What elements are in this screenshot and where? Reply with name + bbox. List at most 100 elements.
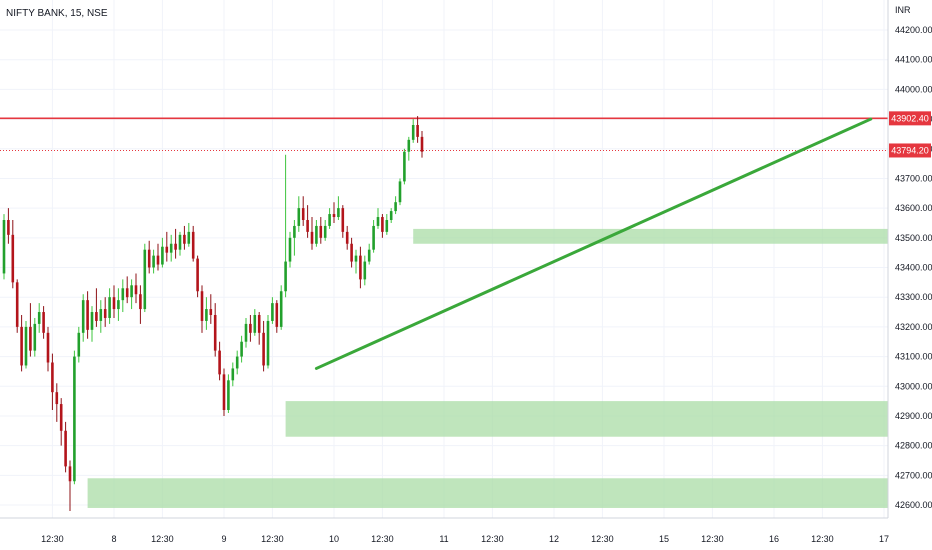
candle[interactable] xyxy=(249,315,252,342)
candle[interactable] xyxy=(77,326,81,363)
candle[interactable] xyxy=(389,208,393,223)
candle[interactable] xyxy=(359,246,362,289)
candle[interactable] xyxy=(279,285,283,330)
candle[interactable] xyxy=(240,335,243,363)
candle[interactable] xyxy=(152,249,155,274)
candle[interactable] xyxy=(293,220,296,256)
candle[interactable] xyxy=(266,315,270,369)
candle[interactable] xyxy=(367,243,371,265)
candle[interactable] xyxy=(165,231,169,262)
candle[interactable] xyxy=(284,154,287,298)
candle[interactable] xyxy=(42,306,45,339)
candle[interactable] xyxy=(381,214,384,238)
candle[interactable] xyxy=(156,243,160,271)
candle[interactable] xyxy=(64,421,67,473)
candle[interactable] xyxy=(354,249,358,274)
candle[interactable] xyxy=(187,222,191,247)
candle[interactable] xyxy=(323,220,327,241)
candle[interactable] xyxy=(376,208,380,229)
candle[interactable] xyxy=(416,116,419,143)
candle[interactable] xyxy=(139,285,142,324)
candle[interactable] xyxy=(341,205,345,238)
candle[interactable] xyxy=(200,285,204,333)
candle[interactable] xyxy=(218,341,221,381)
candle[interactable] xyxy=(37,303,41,333)
candle[interactable] xyxy=(398,178,402,206)
candle[interactable] xyxy=(20,315,23,372)
candle[interactable] xyxy=(297,196,301,232)
candle[interactable] xyxy=(328,208,331,229)
candle[interactable] xyxy=(125,276,129,304)
candle[interactable] xyxy=(183,225,186,250)
candle[interactable] xyxy=(385,214,389,235)
candle[interactable] xyxy=(407,136,411,161)
candle[interactable] xyxy=(262,320,265,372)
candle[interactable] xyxy=(86,291,89,339)
candle[interactable] xyxy=(169,234,173,262)
candle[interactable] xyxy=(301,196,305,226)
candle[interactable] xyxy=(95,288,98,327)
candle[interactable] xyxy=(332,202,336,223)
candle[interactable] xyxy=(2,214,6,280)
candle[interactable] xyxy=(288,231,292,268)
time-axis[interactable]: 12:30 8 12:30 9 12:30 10 12:30 11 12:30 12 12:30 15… xyxy=(41,534,889,544)
candle[interactable] xyxy=(363,255,367,286)
candle[interactable] xyxy=(108,288,111,324)
candle[interactable] xyxy=(73,350,76,485)
trendline[interactable] xyxy=(314,117,873,370)
candle[interactable] xyxy=(394,196,397,215)
candle[interactable] xyxy=(257,312,261,345)
candle[interactable] xyxy=(55,383,59,422)
candle[interactable] xyxy=(51,353,54,410)
candle[interactable] xyxy=(244,317,248,348)
support-zone[interactable] xyxy=(285,401,889,437)
candle[interactable] xyxy=(130,279,133,310)
candle[interactable] xyxy=(143,243,147,313)
candle[interactable] xyxy=(46,326,50,372)
candle[interactable] xyxy=(147,240,151,274)
candle[interactable] xyxy=(11,220,15,289)
candle[interactable] xyxy=(99,300,103,333)
candle[interactable] xyxy=(196,255,199,298)
candle[interactable] xyxy=(420,130,424,158)
candle[interactable] xyxy=(306,205,309,238)
candle[interactable] xyxy=(15,279,19,333)
candle[interactable] xyxy=(235,350,239,375)
candle[interactable] xyxy=(24,320,28,369)
candle[interactable] xyxy=(209,294,213,324)
candle[interactable] xyxy=(117,288,120,321)
candle[interactable] xyxy=(231,362,235,387)
candle[interactable] xyxy=(68,460,72,511)
candle[interactable] xyxy=(178,231,182,256)
candle[interactable] xyxy=(310,217,314,250)
candle[interactable] xyxy=(29,303,32,357)
candle[interactable] xyxy=(7,208,10,244)
candle[interactable] xyxy=(103,297,107,327)
candle[interactable] xyxy=(81,294,85,342)
candle[interactable] xyxy=(59,398,63,446)
candle[interactable] xyxy=(271,297,274,324)
candle[interactable] xyxy=(350,237,353,268)
candle[interactable] xyxy=(222,368,226,416)
candle[interactable] xyxy=(345,225,349,250)
candle[interactable] xyxy=(134,273,138,304)
support-zone[interactable] xyxy=(87,478,889,508)
candle[interactable] xyxy=(112,285,116,318)
candle[interactable] xyxy=(174,228,177,259)
candle[interactable] xyxy=(319,217,323,244)
candle[interactable] xyxy=(337,196,340,220)
support-zone[interactable] xyxy=(413,228,888,244)
candle[interactable] xyxy=(191,225,195,262)
candle[interactable] xyxy=(253,309,257,336)
candle[interactable] xyxy=(161,237,164,268)
candle[interactable] xyxy=(33,317,37,357)
candle[interactable] xyxy=(403,148,406,185)
candle[interactable] xyxy=(121,279,125,313)
candle[interactable] xyxy=(372,220,375,253)
candle[interactable] xyxy=(411,119,415,143)
candle[interactable] xyxy=(275,300,279,333)
candle[interactable] xyxy=(213,303,217,357)
candle[interactable] xyxy=(315,220,318,247)
candle[interactable] xyxy=(227,374,230,413)
